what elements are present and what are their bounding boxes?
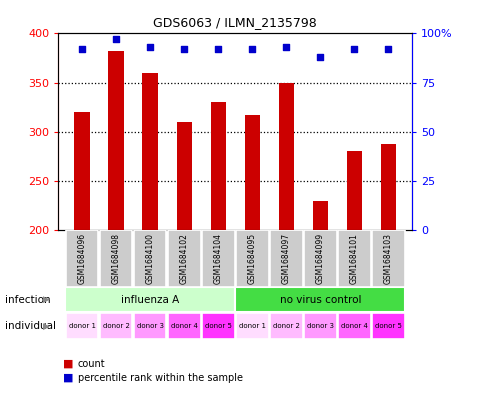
- Bar: [210, 102, 226, 230]
- Text: infection: infection: [5, 295, 50, 305]
- Text: donor 2: donor 2: [103, 323, 129, 329]
- Bar: [371, 313, 404, 340]
- Text: ■: ■: [63, 373, 74, 383]
- Bar: [201, 230, 234, 287]
- Bar: [167, 313, 200, 340]
- Text: no virus control: no virus control: [279, 295, 361, 305]
- Text: donor 4: donor 4: [170, 323, 197, 329]
- Text: GSM1684101: GSM1684101: [349, 233, 358, 284]
- Text: GSM1684103: GSM1684103: [383, 233, 392, 284]
- Title: GDS6063 / ILMN_2135798: GDS6063 / ILMN_2135798: [153, 17, 317, 29]
- Text: GSM1684104: GSM1684104: [213, 233, 222, 284]
- Point: [350, 46, 358, 52]
- Point: [180, 46, 188, 52]
- Point: [112, 36, 120, 42]
- Text: ■: ■: [63, 358, 74, 369]
- Text: GSM1684098: GSM1684098: [111, 233, 121, 284]
- Point: [78, 46, 86, 52]
- Text: ▶: ▶: [43, 322, 49, 331]
- Bar: [270, 230, 302, 287]
- Bar: [235, 313, 268, 340]
- Bar: [134, 313, 166, 340]
- Text: individual: individual: [5, 321, 56, 331]
- Text: influenza A: influenza A: [121, 295, 179, 305]
- Bar: [100, 230, 132, 287]
- Bar: [244, 115, 259, 230]
- Bar: [65, 230, 98, 287]
- Text: donor 3: donor 3: [306, 323, 333, 329]
- Text: percentile rank within the sample: percentile rank within the sample: [77, 373, 242, 383]
- Point: [146, 44, 154, 50]
- Bar: [167, 230, 200, 287]
- Bar: [346, 151, 361, 230]
- Bar: [337, 230, 370, 287]
- Bar: [65, 313, 98, 340]
- Text: GSM1684100: GSM1684100: [145, 233, 154, 284]
- Text: GSM1684097: GSM1684097: [281, 233, 290, 284]
- Bar: [134, 230, 166, 287]
- Text: count: count: [77, 358, 105, 369]
- Bar: [312, 201, 327, 230]
- Bar: [337, 313, 370, 340]
- Bar: [371, 230, 404, 287]
- Text: GSM1684095: GSM1684095: [247, 233, 256, 284]
- Bar: [303, 230, 336, 287]
- Bar: [235, 287, 405, 312]
- Text: donor 1: donor 1: [238, 323, 265, 329]
- Text: GSM1684102: GSM1684102: [179, 233, 188, 284]
- Bar: [201, 313, 234, 340]
- Point: [316, 54, 323, 60]
- Text: donor 2: donor 2: [272, 323, 299, 329]
- Text: donor 3: donor 3: [136, 323, 163, 329]
- Bar: [235, 230, 268, 287]
- Bar: [100, 313, 132, 340]
- Bar: [176, 122, 192, 230]
- Point: [384, 46, 392, 52]
- Bar: [108, 51, 123, 230]
- Bar: [270, 313, 302, 340]
- Bar: [74, 112, 90, 230]
- Bar: [278, 83, 293, 230]
- Bar: [142, 73, 157, 230]
- Bar: [65, 287, 235, 312]
- Text: donor 5: donor 5: [374, 323, 401, 329]
- Text: ▶: ▶: [43, 295, 49, 304]
- Point: [214, 46, 222, 52]
- Text: donor 1: donor 1: [68, 323, 95, 329]
- Point: [248, 46, 256, 52]
- Text: donor 4: donor 4: [340, 323, 367, 329]
- Point: [282, 44, 289, 50]
- Bar: [303, 313, 336, 340]
- Text: GSM1684096: GSM1684096: [77, 233, 86, 284]
- Text: GSM1684099: GSM1684099: [315, 233, 324, 284]
- Text: donor 5: donor 5: [204, 323, 231, 329]
- Bar: [380, 144, 395, 230]
